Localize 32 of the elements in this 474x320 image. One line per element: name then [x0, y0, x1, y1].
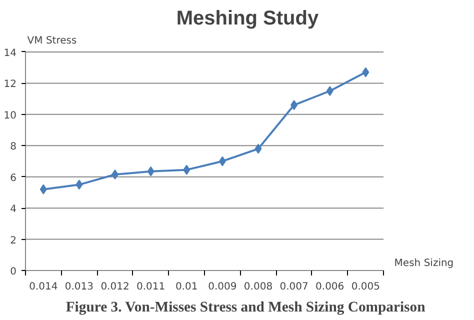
- x-tick-label: 0.008: [244, 282, 273, 292]
- y-tick-label: 14: [4, 48, 17, 59]
- point: [40, 184, 47, 194]
- y-tick-label: 10: [4, 110, 17, 122]
- x-tick-label: 0.006: [316, 282, 344, 292]
- y-tick-label: 12: [4, 79, 17, 90]
- x-tick-label: 0.01: [175, 282, 198, 292]
- point: [183, 164, 190, 175]
- point: [112, 170, 119, 180]
- y-tick-label: 6: [10, 172, 17, 184]
- chart-title: Meshing Study: [176, 8, 320, 30]
- x-tick-label: 0.014: [29, 282, 58, 292]
- point: [218, 156, 226, 166]
- caption: Figure 3. Von-Misses Stress and Mesh Sizing Comparison: [66, 300, 426, 316]
- x-tick-label: 0.012: [100, 282, 130, 292]
- x-tick-label: 0.007: [280, 282, 308, 292]
- point: [326, 86, 334, 96]
- x-axis-title: Mesh Sizing: [394, 258, 454, 269]
- point: [362, 67, 370, 78]
- point: [254, 144, 262, 154]
- point: [290, 100, 298, 110]
- point: [147, 166, 154, 176]
- y-tick-label: 2: [10, 235, 17, 246]
- y-tick-label: 4: [10, 204, 17, 216]
- point: [76, 180, 83, 190]
- x-tick-label: 0.005: [351, 282, 380, 292]
- x-tick-label: 0.009: [208, 282, 237, 292]
- y-tick-label: 8: [10, 142, 17, 153]
- x-tick-label: 0.013: [64, 282, 94, 292]
- x-tick-label: 0.011: [136, 282, 166, 292]
- y-tick-label: 0: [10, 266, 17, 278]
- y-axis-title: VM Stress: [27, 36, 77, 47]
